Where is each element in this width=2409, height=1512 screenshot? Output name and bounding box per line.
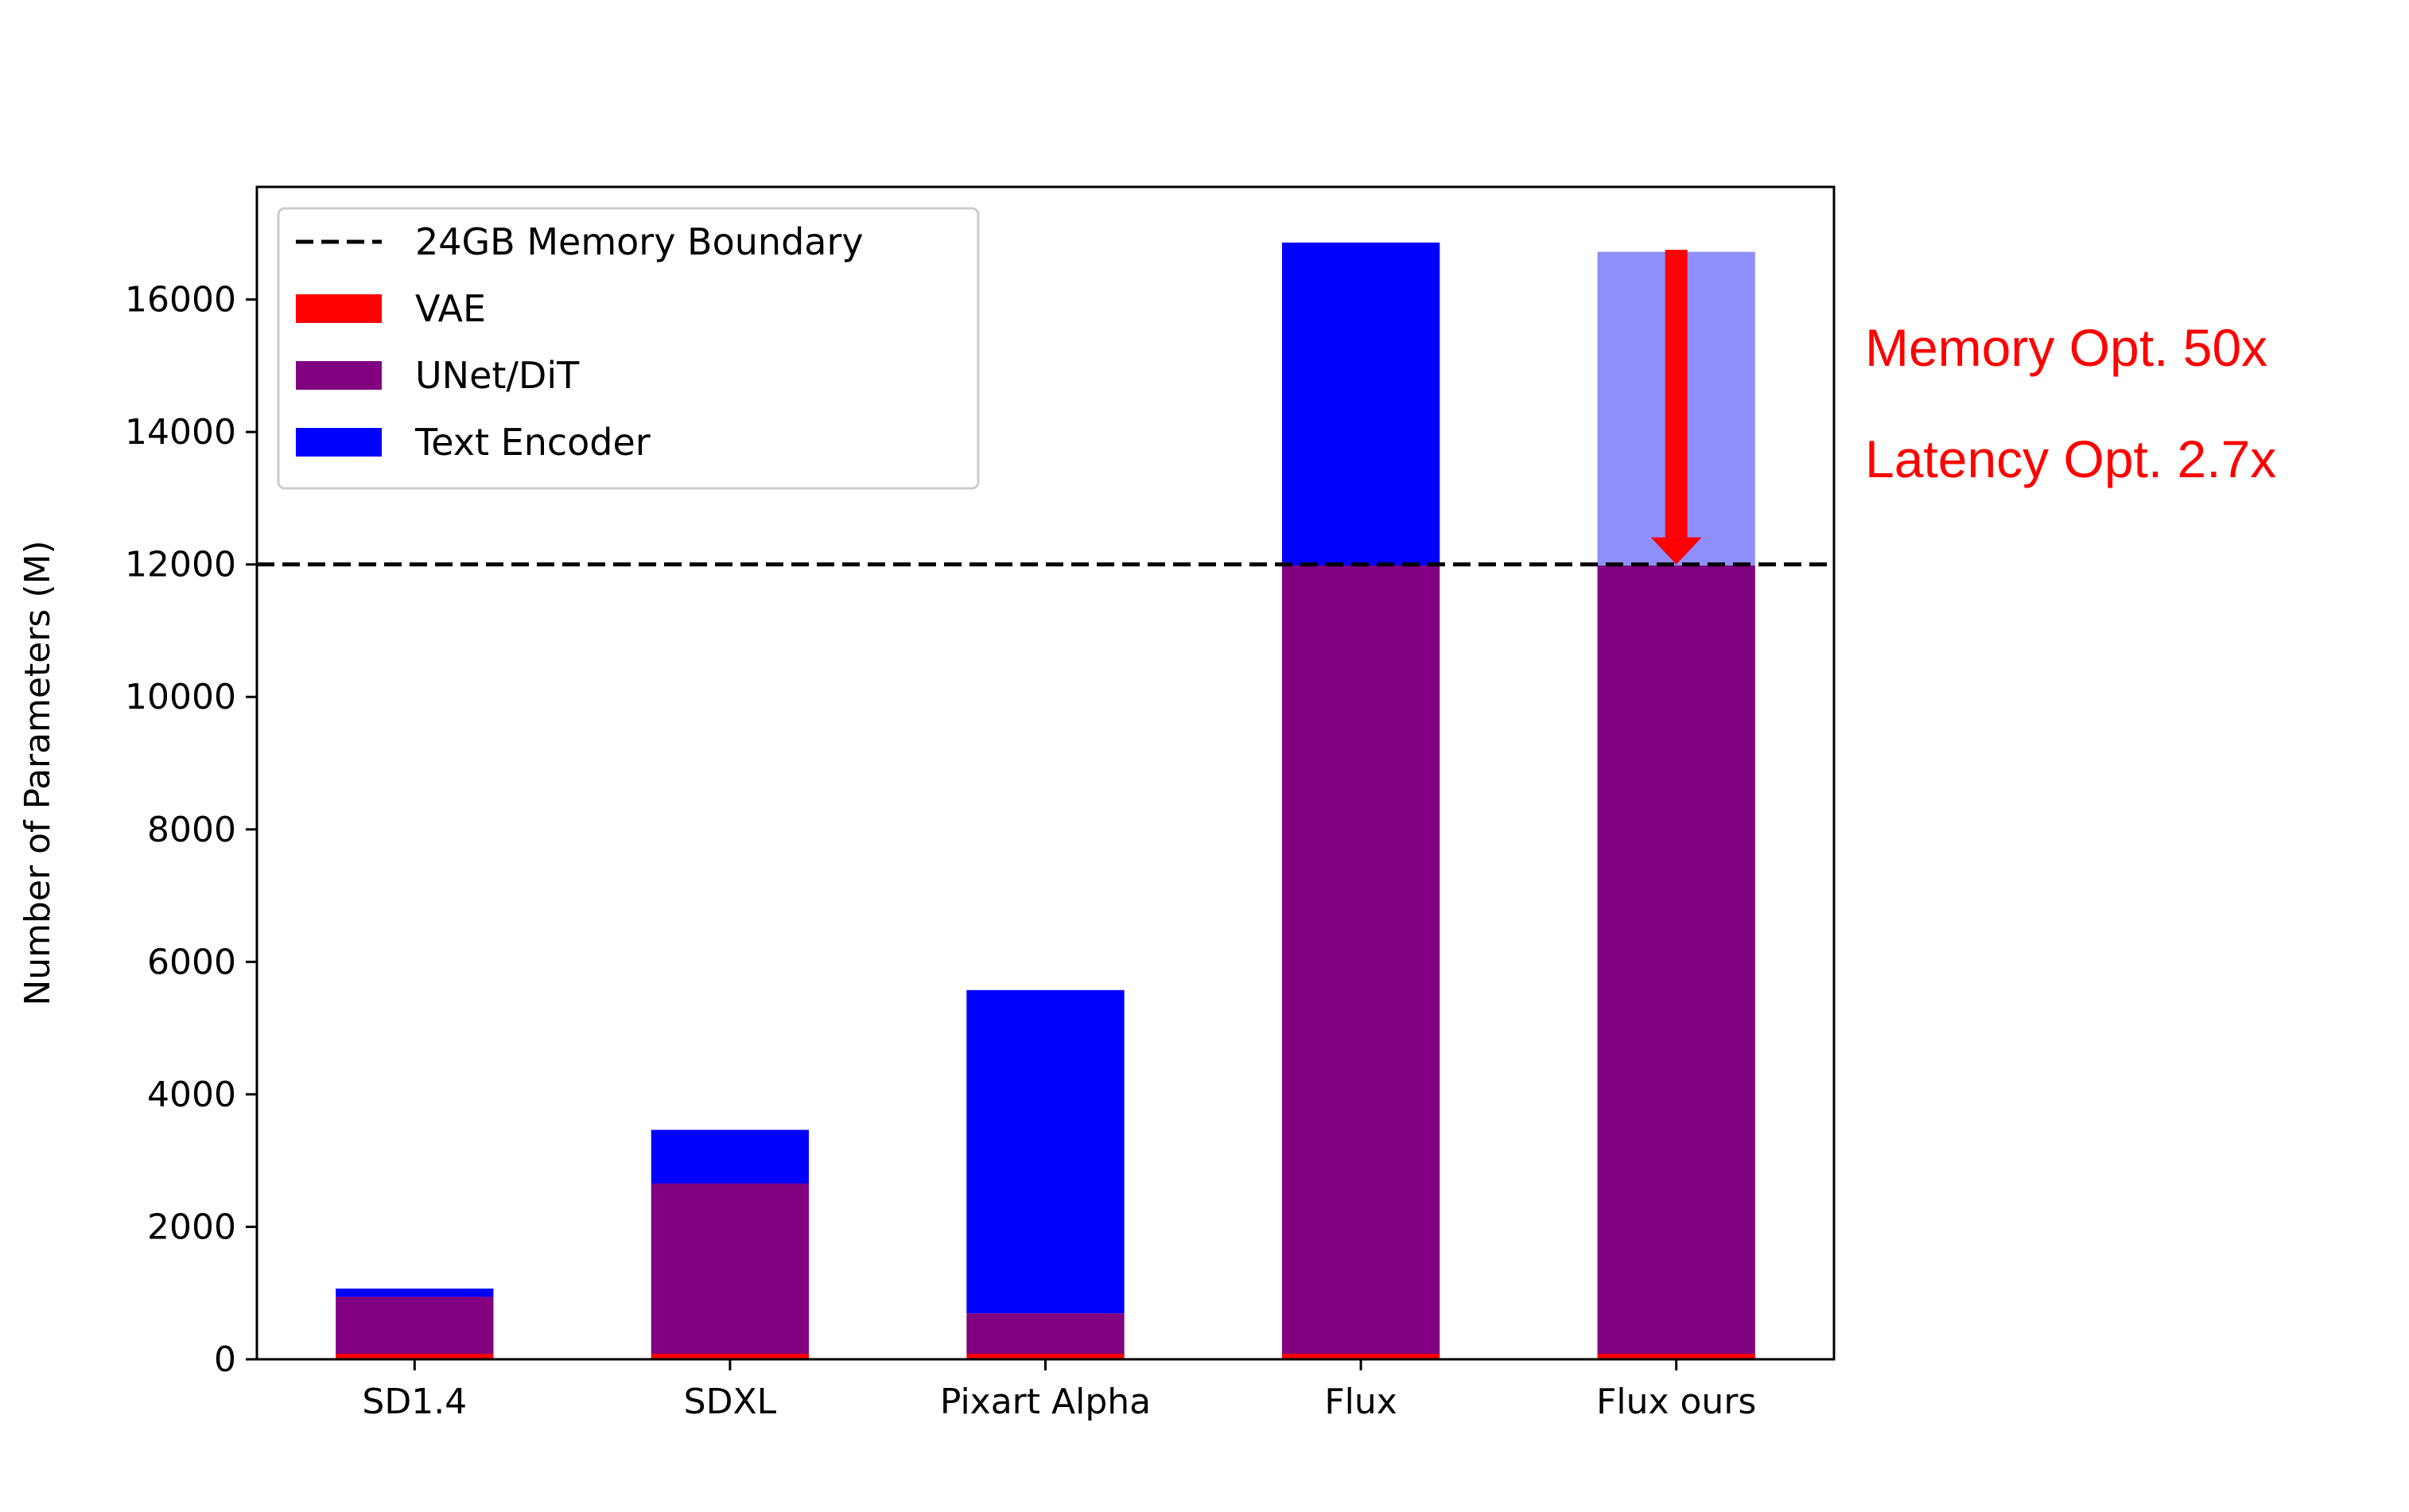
x-tick-label-flux-ours: Flux ours (1596, 1382, 1756, 1422)
legend-frame (277, 207, 980, 490)
bar-sd1-4-text-encoder (336, 1289, 494, 1297)
bar-flux-vae (1281, 1354, 1440, 1359)
y-tick-label: 16000 (125, 280, 236, 321)
legend-swatch-text-encoder (296, 428, 382, 457)
reduction-arrow (1650, 250, 1702, 565)
legend-label-vae: VAE (415, 287, 486, 330)
bar-pixart-alpha-vae (966, 1354, 1125, 1359)
legend: 24GB Memory Boundary VAE UNet/DiT Text Enco… (277, 207, 980, 490)
legend-label-unet-dit: UNet/DiT (415, 354, 580, 397)
bar-flux-ours-unet-dit (1597, 566, 1755, 1355)
bar-flux-ours-vae (1597, 1354, 1755, 1359)
arrow-head (1650, 537, 1702, 565)
bar-sdxl-unet-dit (651, 1183, 810, 1355)
legend-label-24gb-memory-boundary: 24GB Memory Boundary (415, 220, 864, 263)
bar-pixart-alpha-unet-dit (966, 1313, 1125, 1355)
legend-label-text-encoder: Text Encoder (414, 421, 651, 464)
y-tick-label: 4000 (147, 1075, 236, 1115)
plot-area (255, 185, 1836, 1361)
bars (336, 242, 1755, 1359)
legend-swatch-vae (296, 294, 382, 323)
annotations: Memory Opt. 50x Latency Opt. 2.7x (1865, 318, 2276, 488)
x-tick-label-flux: Flux (1324, 1382, 1397, 1422)
y-tick-label: 2000 (147, 1207, 236, 1247)
annotation-memory-opt-50x: Memory Opt. 50x (1865, 318, 2267, 377)
bar-sd1-4-vae (336, 1354, 494, 1359)
bar-flux-text-encoder (1281, 242, 1440, 566)
y-axis-label: Number of Parameters (M) (17, 540, 58, 1005)
y-tick-label: 0 (214, 1339, 236, 1380)
y-tick-label: 10000 (125, 677, 236, 717)
bar-sdxl-vae (651, 1354, 810, 1359)
x-tick-label-sd1-4: SD1.4 (362, 1382, 467, 1422)
bar-flux-unet-dit (1281, 566, 1440, 1355)
bar-pixart-alpha-text-encoder (966, 989, 1125, 1314)
y-tick-label: 12000 (125, 545, 236, 585)
y-tick-label: 6000 (147, 942, 236, 982)
x-tick-label-sdxl: SDXL (684, 1382, 777, 1422)
arrow-shaft (1665, 250, 1688, 538)
legend-swatch-unet-dit (296, 361, 382, 390)
x-axis: SD1.4 SDXL Pixart Alpha Flux Flux ours (362, 1359, 1756, 1422)
x-tick-label-pixart-alpha: Pixart Alpha (940, 1382, 1151, 1422)
y-tick-label: 8000 (147, 810, 236, 850)
y-tick-label: 14000 (125, 412, 236, 453)
bar-sdxl-text-encoder (651, 1129, 810, 1184)
y-axis: 0 2000 4000 6000 8000 10000 12000 14000 16000 (125, 280, 257, 1380)
annotation-latency-opt-2-7x: Latency Opt. 2.7x (1865, 430, 2276, 488)
bar-sd1-4-unet-dit (336, 1296, 494, 1355)
